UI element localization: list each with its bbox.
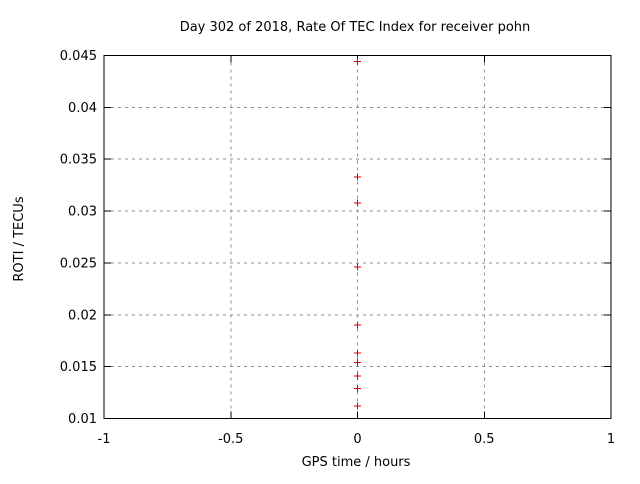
data-points	[354, 58, 361, 410]
data-point-marker	[354, 402, 361, 410]
y-axis-tick-labels: 0.01 0.015 0.02 0.025 0.03 0.035 0.04 0.045	[60, 49, 97, 427]
y-axis-label: ROTI / TECUs	[12, 196, 27, 281]
y-tick-label: 0.015	[60, 360, 97, 375]
y-tick-label: 0.025	[60, 256, 97, 271]
x-axis-tick-labels: -1 -0.5 0 0.5 1	[98, 432, 616, 447]
y-tick-label: 0.02	[68, 308, 97, 323]
y-tick-label: 0.045	[60, 49, 97, 64]
data-point-marker	[354, 58, 361, 66]
y-tick-label: 0.04	[68, 101, 97, 116]
chart-title: Day 302 of 2018, Rate Of TEC Index for r…	[180, 20, 531, 35]
x-tick-label: 0.5	[474, 432, 495, 447]
x-tick-label: -0.5	[218, 432, 243, 447]
data-point-marker	[354, 173, 361, 181]
x-tick-label: 0	[353, 432, 361, 447]
data-point-marker	[354, 358, 361, 366]
data-point-marker	[354, 321, 361, 329]
x-axis-label: GPS time / hours	[302, 455, 411, 470]
grid-lines	[104, 55, 611, 419]
y-tick-label: 0.03	[68, 205, 97, 220]
data-point-marker	[354, 384, 361, 392]
x-tick-label: 1	[607, 432, 615, 447]
data-point-marker	[354, 263, 361, 271]
data-point-marker	[354, 199, 361, 207]
plot-border	[103, 55, 612, 419]
y-tick-label: 0.01	[68, 412, 97, 427]
x-tick-label: -1	[98, 432, 111, 447]
y-tick-label: 0.035	[60, 153, 97, 168]
data-point-marker	[354, 372, 361, 380]
data-point-marker	[354, 349, 361, 357]
